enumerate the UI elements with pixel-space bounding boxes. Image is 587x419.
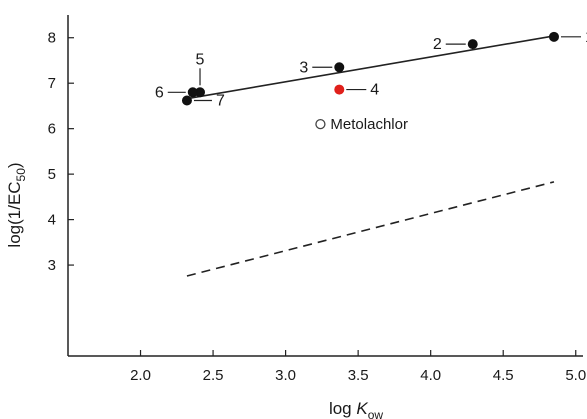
x-tick-label: 2.5 <box>203 367 224 384</box>
regression-line <box>186 35 555 100</box>
y-tick-label: 7 <box>48 75 56 92</box>
point-label-6: 6 <box>155 84 164 101</box>
data-point-4 <box>334 84 345 95</box>
point-label-7: 7 <box>216 92 225 109</box>
y-tick-label: 8 <box>48 30 56 47</box>
data-point-2 <box>467 39 478 50</box>
point-label-4: 4 <box>370 82 379 99</box>
data-point-3 <box>334 62 345 73</box>
y-axis-title: log(1/EC50) <box>5 162 28 247</box>
point-label-1: 1 <box>585 29 587 46</box>
x-tick-label: 4.0 <box>420 367 441 384</box>
x-tick-label: 2.0 <box>130 367 151 384</box>
point-label-5: 5 <box>196 51 205 68</box>
data-point-metolachlor <box>315 118 326 130</box>
y-tick-label: 6 <box>48 121 56 138</box>
data-point-6 <box>187 87 198 98</box>
y-tick-label: 4 <box>48 212 56 229</box>
y-tick-label: 5 <box>48 166 56 183</box>
x-tick-label: 4.5 <box>493 367 514 384</box>
x-tick-label: 3.0 <box>275 367 296 384</box>
y-tick-label: 3 <box>48 257 56 274</box>
point-label-3: 3 <box>299 59 308 76</box>
point-label-2: 2 <box>433 36 442 53</box>
data-points <box>181 31 559 130</box>
baseline-dashed-line <box>186 181 555 277</box>
data-point-1 <box>548 31 559 42</box>
trend-lines <box>186 35 555 277</box>
point-labels: 1 2 3 4 5 6 7 Metolachlor <box>155 29 587 133</box>
x-tick-label: 3.5 <box>348 367 369 384</box>
x-axis-title: log Kow <box>329 399 383 419</box>
data-point-7 <box>181 95 192 106</box>
axes: 2.0 2.5 3.0 3.5 4.0 4.5 5.0 3 4 5 6 7 8 <box>48 15 586 384</box>
metolachlor-label: Metolachlor <box>330 116 408 133</box>
x-tick-label: 5.0 <box>565 367 586 384</box>
